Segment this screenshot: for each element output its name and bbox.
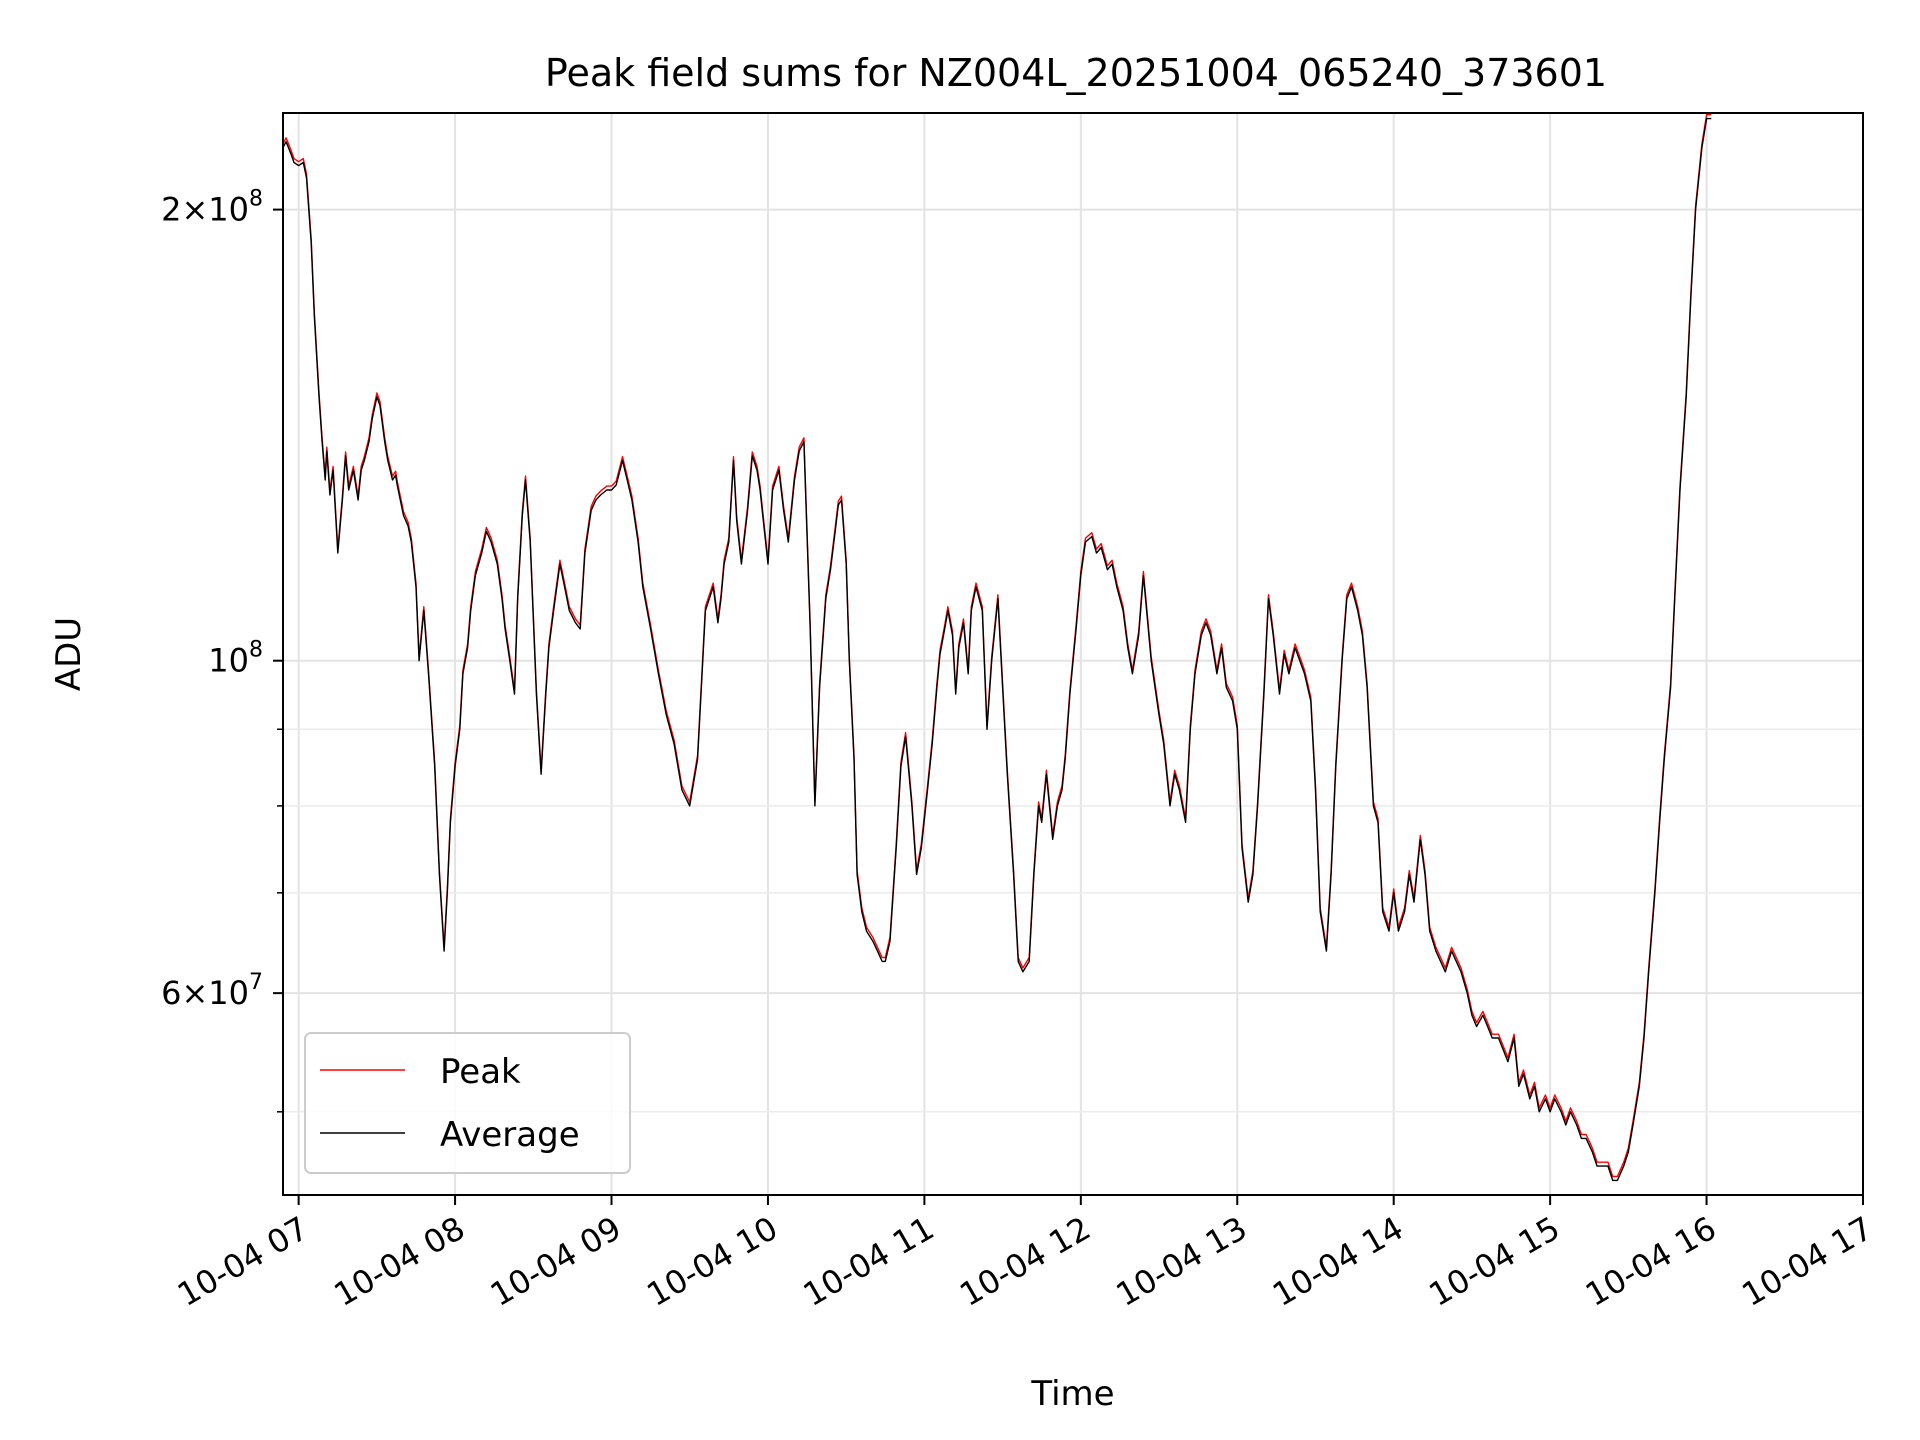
series-group: [282, 114, 1712, 1182]
y-tick-label: 108: [208, 638, 263, 680]
x-tick-label: 10-04 10: [640, 1209, 784, 1314]
x-tick-label: 10-04 14: [1266, 1209, 1410, 1314]
x-tick-label: 10-04 07: [171, 1209, 315, 1314]
y-tick-label: 2×108: [161, 187, 263, 229]
x-axis-ticks: 10-04 07 10-04 08 10-04 09 10-04 10 10-04 11…: [171, 1195, 1879, 1314]
legend-average-label: Average: [440, 1115, 580, 1155]
chart-title: Peak field sums for NZ004L_20251004_0652…: [545, 51, 1607, 95]
y-axis-ticks: 2×108 108 6×107: [161, 187, 283, 1113]
x-tick-label: 10-04 13: [1110, 1209, 1254, 1314]
average-series-line: [282, 117, 1712, 1182]
y-tick-label: 6×107: [161, 970, 263, 1012]
x-tick-label: 10-04 15: [1423, 1209, 1567, 1314]
plot-area-frame: [282, 112, 1864, 1196]
x-tick-label: 10-04 16: [1579, 1209, 1723, 1314]
x-axis-label: Time: [1030, 1374, 1114, 1414]
x-tick-label: 10-04 12: [953, 1209, 1097, 1314]
legend-peak-label: Peak: [440, 1052, 521, 1092]
x-tick-label: 10-04 11: [797, 1209, 941, 1314]
y-axis-label: ADU: [49, 617, 89, 691]
x-tick-label: 10-04 08: [327, 1209, 471, 1314]
legend-box: [304, 1032, 631, 1174]
legend: Peak Average: [304, 1032, 631, 1174]
peak-series-line: [282, 114, 1712, 1178]
x-tick-label: 10-04 17: [1735, 1209, 1879, 1314]
x-tick-label: 10-04 09: [484, 1209, 628, 1314]
